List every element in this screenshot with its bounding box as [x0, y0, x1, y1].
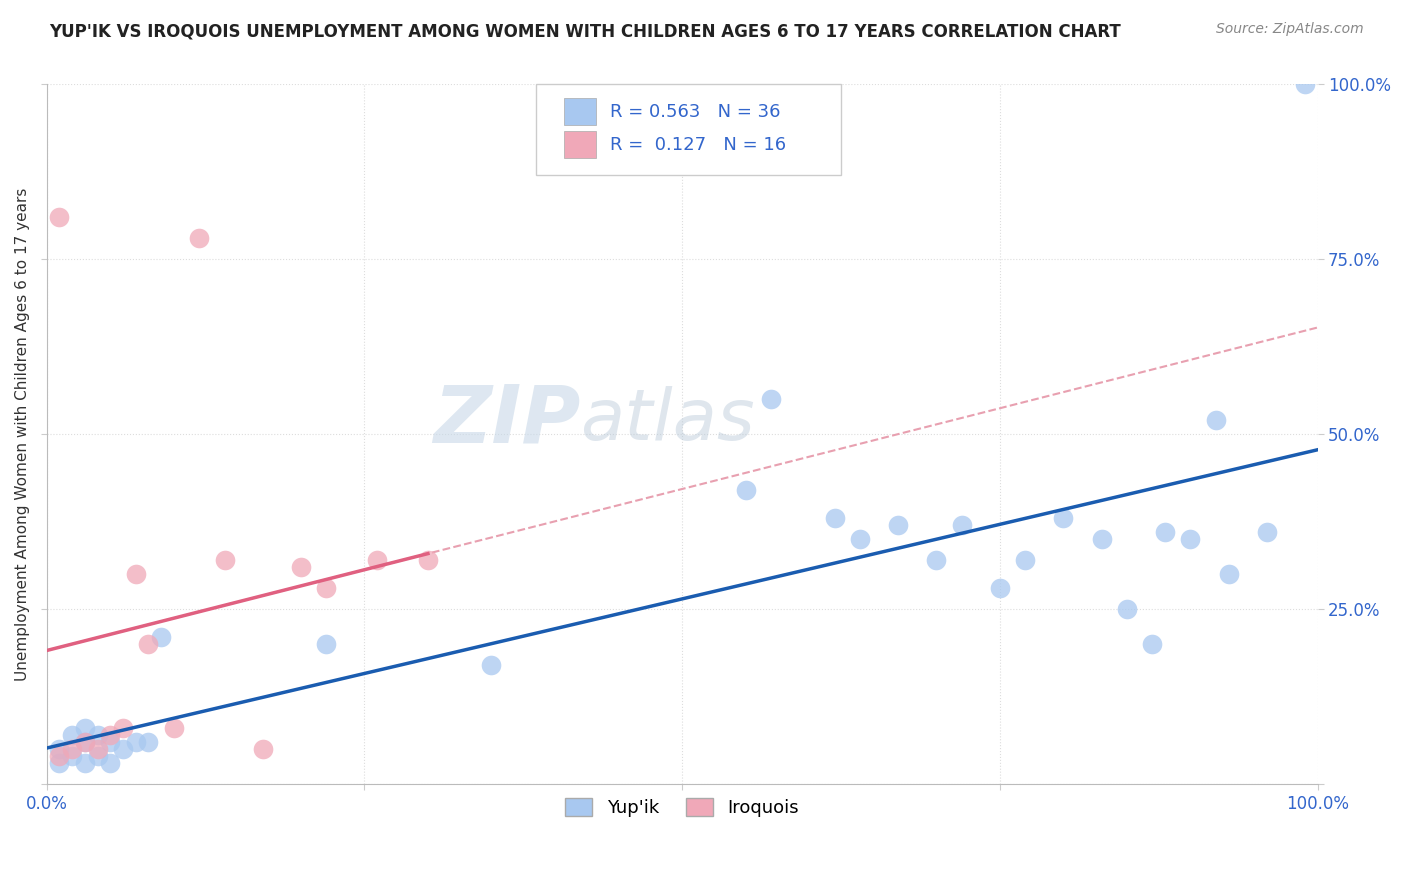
- Point: [1256, 525, 1278, 540]
- Point: [48, 756, 70, 771]
- Point: [1294, 78, 1316, 92]
- Point: [849, 533, 872, 547]
- Point: [481, 658, 503, 673]
- Point: [111, 742, 134, 756]
- Y-axis label: Unemployment Among Women with Children Ages 6 to 17 years: Unemployment Among Women with Children A…: [15, 187, 30, 681]
- Point: [950, 518, 973, 533]
- Point: [887, 518, 910, 533]
- Point: [73, 735, 96, 749]
- Point: [1218, 567, 1240, 582]
- Point: [734, 483, 756, 498]
- Point: [98, 735, 121, 749]
- Text: atlas: atlas: [581, 386, 755, 455]
- Text: ZIP: ZIP: [433, 382, 581, 459]
- Point: [1116, 602, 1139, 616]
- Point: [290, 560, 312, 574]
- Text: YUP'IK VS IROQUOIS UNEMPLOYMENT AMONG WOMEN WITH CHILDREN AGES 6 TO 17 YEARS COR: YUP'IK VS IROQUOIS UNEMPLOYMENT AMONG WO…: [49, 22, 1121, 40]
- Point: [124, 735, 146, 749]
- Point: [1052, 511, 1074, 525]
- Point: [111, 722, 134, 736]
- Point: [1180, 533, 1202, 547]
- Point: [73, 722, 96, 736]
- Point: [73, 756, 96, 771]
- Point: [86, 749, 108, 764]
- Text: R = 0.563   N = 36: R = 0.563 N = 36: [610, 103, 780, 120]
- Point: [138, 735, 160, 749]
- Point: [188, 231, 211, 245]
- Point: [60, 728, 83, 742]
- Point: [759, 392, 782, 407]
- Point: [60, 749, 83, 764]
- Text: Source: ZipAtlas.com: Source: ZipAtlas.com: [1216, 22, 1364, 37]
- Point: [138, 637, 160, 651]
- Point: [86, 728, 108, 742]
- Point: [48, 211, 70, 225]
- Point: [416, 553, 439, 567]
- Point: [925, 553, 948, 567]
- Bar: [564, 131, 596, 158]
- Point: [98, 728, 121, 742]
- Point: [124, 567, 146, 582]
- Point: [252, 742, 274, 756]
- Point: [163, 722, 186, 736]
- Text: R =  0.127   N = 16: R = 0.127 N = 16: [610, 136, 786, 153]
- FancyBboxPatch shape: [536, 85, 841, 176]
- Legend: Yup'ik, Iroquois: Yup'ik, Iroquois: [558, 790, 807, 824]
- Point: [1142, 637, 1164, 651]
- Point: [824, 511, 846, 525]
- Bar: [564, 98, 596, 125]
- Point: [366, 553, 388, 567]
- Point: [1154, 525, 1177, 540]
- Point: [315, 637, 337, 651]
- Point: [73, 735, 96, 749]
- Point: [1014, 553, 1036, 567]
- Point: [48, 742, 70, 756]
- Point: [988, 582, 1011, 596]
- Point: [48, 749, 70, 764]
- Point: [60, 742, 83, 756]
- Point: [315, 582, 337, 596]
- Point: [150, 631, 173, 645]
- Point: [1090, 533, 1112, 547]
- Point: [214, 553, 236, 567]
- Point: [86, 742, 108, 756]
- Point: [1205, 413, 1227, 427]
- Point: [98, 756, 121, 771]
